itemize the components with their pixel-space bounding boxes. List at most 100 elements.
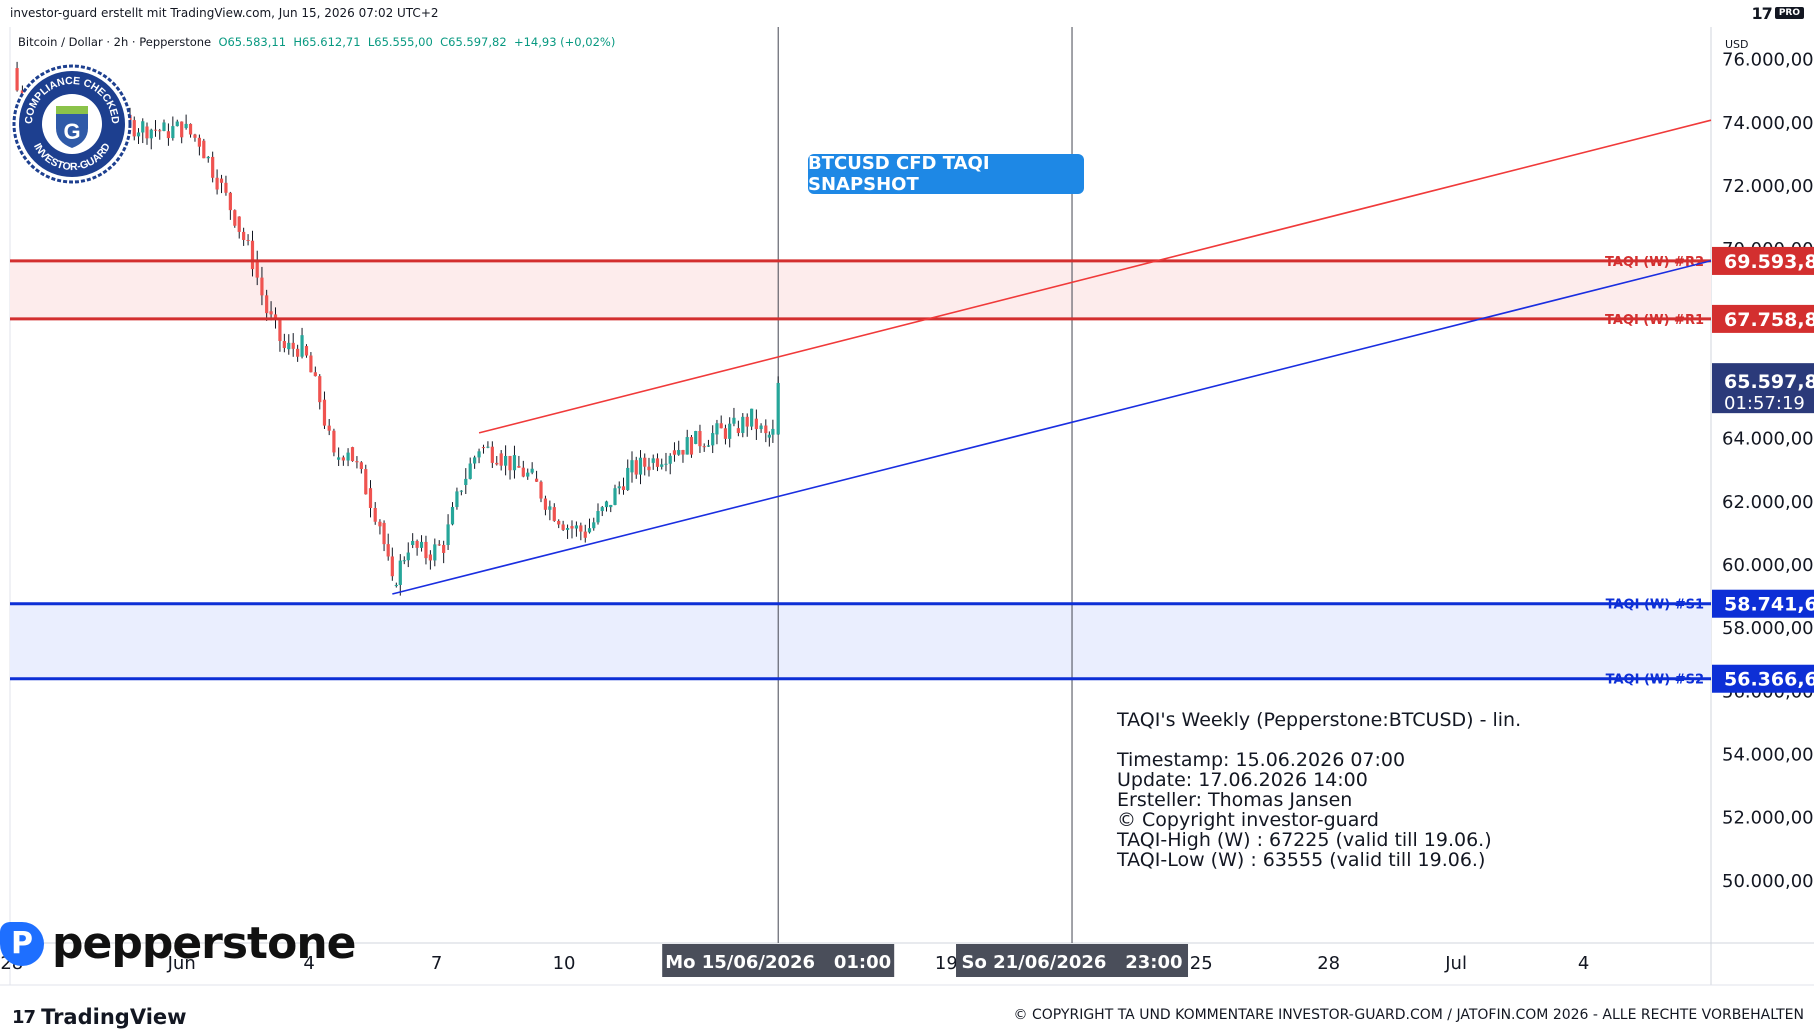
candle-body <box>166 131 171 139</box>
candle-body <box>145 126 149 139</box>
attribution-text: investor-guard erstellt mit TradingView.… <box>10 6 439 20</box>
candle-body <box>242 231 246 240</box>
candle-body <box>495 462 499 465</box>
candle-body <box>464 478 468 485</box>
legend-open: O65.583,11 <box>218 35 287 49</box>
y-tick-label: 74.000,00 <box>1722 113 1814 134</box>
trendline <box>392 259 1712 595</box>
y-tick-label: 62.000,00 <box>1722 492 1814 513</box>
candle-body <box>219 178 224 183</box>
candle-body <box>655 458 660 467</box>
tradingview-wordmark: TradingView <box>41 1005 187 1029</box>
candle-body <box>604 501 609 508</box>
candle-body <box>613 488 617 505</box>
x-crosshair-label: Mo 15/06/2026 01:00 <box>665 952 891 973</box>
candle-body <box>647 466 651 471</box>
candle-body <box>587 528 592 533</box>
candle-body <box>322 399 327 426</box>
candle-body <box>759 425 763 430</box>
info-line <box>1117 730 1521 750</box>
info-line: © Copyright investor-guard <box>1117 809 1379 831</box>
x-tick-label: 4 <box>1578 953 1589 974</box>
candle-body <box>398 560 402 585</box>
candle-body <box>269 311 273 315</box>
candle-body <box>419 541 424 548</box>
legend-change: +14,93 (+0,02%) <box>513 35 616 49</box>
candle-body <box>543 498 548 510</box>
candle-body <box>630 460 634 473</box>
x-tick-label: 4 <box>303 953 314 974</box>
taqi-level-name: TAQI (W) #S2 <box>1606 673 1704 688</box>
candle-body <box>579 525 583 532</box>
candle-body <box>162 122 166 131</box>
candle-body <box>626 467 630 490</box>
candle-body <box>368 488 373 508</box>
candle-body <box>424 541 428 559</box>
resistance-zone <box>10 260 1711 319</box>
candle-body <box>617 486 621 489</box>
candle-body <box>291 342 295 349</box>
candle-body <box>776 382 780 435</box>
candle-body <box>132 120 136 137</box>
candle-body <box>689 437 694 455</box>
candle-body <box>499 453 503 466</box>
y-tick-label: 52.000,00 <box>1722 808 1814 829</box>
candle-body <box>188 123 193 135</box>
candle-body <box>337 457 341 460</box>
candle-body <box>609 504 613 508</box>
info-line: TAQI-High (W) : 67225 (valid till 19.06.… <box>1117 829 1492 851</box>
candle-body <box>651 458 655 463</box>
candle-body <box>455 491 459 507</box>
candle-body <box>723 428 728 439</box>
candle-body <box>282 341 286 348</box>
candle-body <box>521 467 525 477</box>
legend-low: L65.555,00 <box>367 35 433 49</box>
candle-body <box>668 455 672 464</box>
candle-body <box>149 129 153 139</box>
candle-body <box>228 192 232 211</box>
candle-body <box>433 544 437 561</box>
current-price-label: 65.597,82 <box>1724 371 1814 393</box>
pepperstone-logo: P pepperstone <box>0 918 356 969</box>
candle-body <box>415 540 419 548</box>
candle-body <box>153 129 158 131</box>
legend-high: H65.612,71 <box>293 35 361 49</box>
candle-body <box>355 461 359 463</box>
candle-body <box>592 522 596 529</box>
candle-body <box>526 472 530 477</box>
candle-body <box>741 416 745 433</box>
price-tag-label: 69.593,80 <box>1724 251 1814 273</box>
candle-body <box>313 372 317 377</box>
pepperstone-mark-icon: P <box>0 921 44 966</box>
x-tick-label: 28 <box>1317 953 1340 974</box>
info-line: Timestamp: 15.06.2026 07:00 <box>1117 749 1406 771</box>
candle-body <box>685 437 689 455</box>
price-tag-bg <box>1712 304 1814 333</box>
compliance-badge-icon: COMPLIANCE CHECKED INVESTOR-GUARD G <box>12 64 132 184</box>
candle-body <box>233 210 237 226</box>
candle-body <box>512 455 517 471</box>
current-price-tag-bg <box>1712 363 1814 414</box>
candle-body <box>141 121 145 133</box>
candle-body <box>287 342 291 350</box>
candle-body <box>694 431 698 444</box>
candle-body <box>346 452 350 461</box>
candle-body <box>517 466 521 468</box>
candle-body <box>246 239 250 241</box>
candle-body <box>171 126 175 139</box>
info-line: Ersteller: Thomas Jansen <box>1117 789 1353 811</box>
x-tick-label: 19 <box>935 953 958 974</box>
candle-body <box>574 525 579 529</box>
candle-body <box>136 132 141 137</box>
candle-body <box>237 216 241 232</box>
candle-body <box>175 121 179 127</box>
x-tick-label: Jul <box>1444 953 1467 974</box>
price-tag-label: 56.366,65 <box>1724 669 1814 691</box>
candle-body <box>206 156 210 159</box>
y-tick-label: 64.000,00 <box>1722 429 1814 450</box>
candle-body <box>634 460 638 475</box>
candle-body <box>508 455 512 471</box>
candle-body <box>304 346 309 356</box>
candle-body <box>681 450 685 455</box>
